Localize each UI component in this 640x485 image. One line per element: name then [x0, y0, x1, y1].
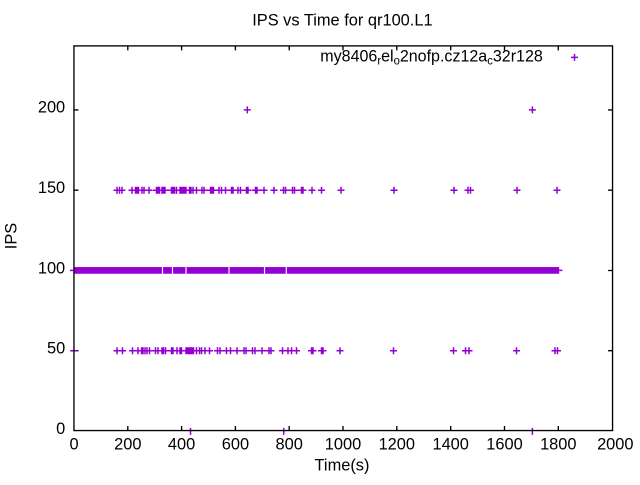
svg-text:1600: 1600: [486, 436, 522, 454]
svg-text:1800: 1800: [540, 436, 576, 454]
svg-text:50: 50: [47, 340, 65, 358]
svg-text:1200: 1200: [379, 436, 415, 454]
svg-text:100: 100: [38, 259, 65, 277]
svg-text:150: 150: [38, 179, 65, 197]
svg-text:0: 0: [56, 420, 65, 438]
svg-text:800: 800: [276, 436, 303, 454]
svg-text:400: 400: [168, 436, 195, 454]
svg-text:IPS vs Time for qr100.L1: IPS vs Time for qr100.L1: [252, 12, 432, 30]
svg-text:my8406relo2nofp.cz12ac32r128: my8406relo2nofp.cz12ac32r128: [320, 47, 543, 67]
svg-text:600: 600: [222, 436, 249, 454]
svg-text:0: 0: [69, 436, 78, 454]
svg-text:1000: 1000: [325, 436, 361, 454]
svg-text:1400: 1400: [432, 436, 468, 454]
svg-text:Time(s): Time(s): [315, 456, 370, 474]
svg-text:IPS: IPS: [2, 223, 20, 249]
svg-text:2000: 2000: [597, 436, 633, 454]
svg-text:200: 200: [114, 436, 141, 454]
svg-text:200: 200: [38, 99, 65, 117]
